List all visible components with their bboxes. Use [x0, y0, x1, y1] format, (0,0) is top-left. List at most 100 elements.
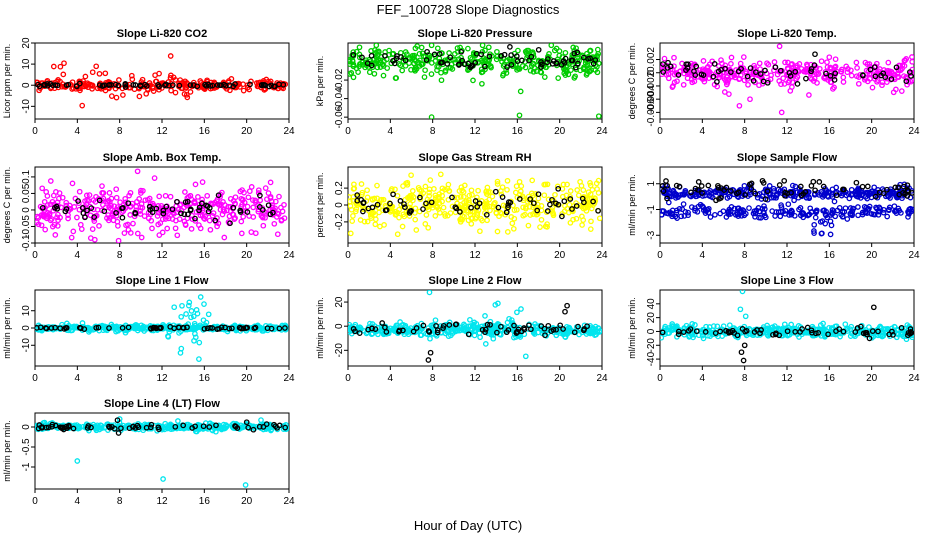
data-point [886, 207, 892, 214]
data-point [209, 212, 216, 219]
data-point [276, 193, 282, 200]
data-point [196, 356, 202, 362]
data-point [844, 325, 851, 332]
data-point [446, 322, 453, 328]
data-point [892, 208, 899, 214]
data-point [167, 323, 174, 330]
data-point [206, 205, 213, 211]
data-point [517, 334, 524, 340]
data-point [204, 192, 211, 199]
y-axis-label: degrees C per min. [2, 167, 12, 244]
data-point [70, 425, 77, 432]
data-point [494, 228, 501, 235]
data-point [513, 206, 520, 213]
x-tick-label: 24 [283, 126, 295, 137]
data-point [200, 317, 207, 324]
data-point [812, 214, 819, 221]
data-point [167, 74, 174, 81]
data-point [487, 207, 493, 214]
data-point [413, 66, 420, 72]
data-point [439, 198, 445, 205]
data-point [247, 81, 253, 88]
data-point [465, 331, 472, 338]
data-point [458, 54, 464, 61]
y-tick-label: -0.002 [646, 71, 657, 100]
data-point [748, 186, 755, 192]
data-point [155, 424, 162, 431]
data-point [517, 188, 524, 195]
data-point [784, 328, 791, 335]
data-point [221, 234, 228, 241]
data-points [348, 43, 602, 119]
data-point [879, 79, 886, 86]
data-point [852, 329, 859, 335]
data-point [197, 294, 204, 300]
data-point [665, 210, 672, 217]
data-point [360, 208, 366, 215]
data-point [196, 207, 202, 214]
data-point [676, 183, 683, 190]
data-point [465, 45, 471, 52]
data-point [569, 206, 575, 212]
data-point [460, 193, 467, 200]
y-axis-label: percent per min. [315, 172, 325, 237]
data-point [178, 207, 185, 214]
data-point [262, 185, 269, 191]
data-point [786, 78, 793, 84]
data-point [207, 83, 214, 89]
data-point [427, 177, 434, 183]
data-point [415, 184, 422, 191]
data-point [789, 182, 796, 189]
data-point [416, 50, 423, 57]
data-point [127, 212, 134, 218]
data-point [561, 198, 568, 205]
data-point [556, 48, 563, 54]
data-point [747, 96, 753, 103]
data-point [789, 79, 796, 86]
x-tick-label: 4 [388, 250, 394, 261]
data-point [570, 216, 576, 223]
data-point [392, 75, 399, 81]
data-point [691, 68, 697, 75]
data-point [149, 225, 155, 232]
data-point [43, 424, 50, 431]
y-tick-label: 20 [334, 296, 345, 308]
data-point [168, 426, 174, 433]
y-tick-label: -20 [646, 338, 657, 353]
data-point [176, 82, 183, 89]
data-point [259, 207, 266, 213]
data-point [840, 328, 847, 335]
data-point [69, 180, 76, 187]
y-axis-label: ml/min per min. [2, 297, 12, 359]
data-point [665, 59, 671, 66]
data-point [189, 216, 196, 223]
data-point [711, 61, 718, 67]
data-point [482, 326, 489, 333]
data-point [718, 57, 724, 63]
data-point [891, 323, 898, 330]
data-point [578, 182, 585, 189]
data-point [847, 326, 854, 333]
data-point [735, 68, 742, 75]
data-point [218, 82, 224, 89]
data-point [126, 192, 132, 199]
data-point [69, 327, 76, 334]
panel-title: Slope Gas Stream RH [418, 152, 531, 164]
data-point [535, 46, 542, 53]
data-point [823, 208, 829, 215]
data-point [829, 207, 836, 213]
data-point [756, 60, 763, 67]
data-point [350, 52, 357, 58]
data-point [182, 189, 188, 195]
x-tick-label: 16 [199, 250, 211, 261]
data-point [794, 74, 801, 80]
data-points [35, 294, 289, 362]
data-point [575, 60, 581, 67]
data-point [535, 204, 542, 211]
data-point [884, 186, 890, 193]
data-point [457, 327, 463, 334]
data-point [377, 57, 384, 64]
data-point [892, 184, 899, 191]
data-point [590, 198, 596, 205]
data-point [201, 301, 207, 307]
